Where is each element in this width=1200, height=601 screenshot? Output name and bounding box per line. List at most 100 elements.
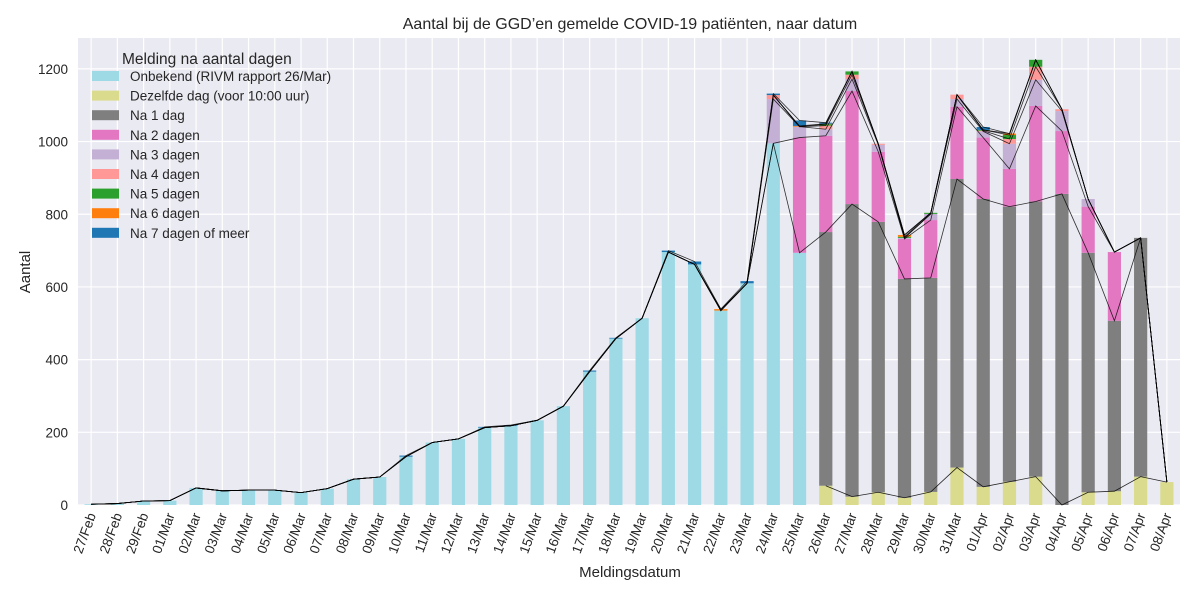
x-tick-label: 28/Feb — [97, 511, 125, 556]
bar-segment — [688, 264, 701, 505]
y-tick-label: 1200 — [38, 62, 68, 77]
bar-segment — [583, 372, 596, 505]
bar-segment — [845, 91, 858, 204]
bar-segment — [531, 420, 544, 505]
x-tick-label: 17/Mar — [569, 510, 598, 555]
bar-segment — [1029, 202, 1042, 477]
x-tick-label: 25/Mar — [779, 510, 808, 555]
bar-segment — [767, 99, 780, 143]
x-tick-label: 06/Apr — [1095, 510, 1123, 553]
x-tick-label: 29/Feb — [123, 511, 151, 556]
x-tick-label: 01/Apr — [963, 510, 991, 553]
bar-segment — [1003, 169, 1016, 207]
bar-segment — [872, 222, 885, 492]
x-tick-label: 14/Mar — [490, 510, 519, 555]
legend-label: Dezelfde dag (voor 10:00 uur) — [130, 89, 309, 104]
legend-label: Na 3 dagen — [130, 147, 200, 162]
chart-title: Aantal bij de GGD’en gemelde COVID-19 pa… — [403, 16, 857, 33]
x-tick-label: 04/Apr — [1042, 510, 1070, 553]
legend-swatch — [92, 130, 119, 140]
x-tick-label: 19/Mar — [621, 510, 650, 555]
bar-segment — [662, 252, 675, 505]
bar-segment — [557, 406, 570, 505]
x-tick-label: 23/Mar — [726, 510, 755, 555]
bar-segment — [1134, 477, 1147, 505]
bar-segment — [242, 490, 255, 505]
x-tick-label: 10/Mar — [385, 510, 414, 555]
bar-segment — [977, 138, 990, 199]
bar-segment — [819, 232, 832, 486]
bar-segment — [1108, 321, 1121, 491]
bar-segment — [767, 143, 780, 505]
legend-label: Na 5 dagen — [130, 187, 200, 202]
legend-label: Na 1 dag — [130, 108, 185, 123]
x-tick-label: 12/Mar — [438, 510, 467, 555]
x-tick-label: 08/Mar — [333, 510, 362, 555]
bar-segment — [819, 129, 832, 136]
y-tick-label: 200 — [45, 425, 68, 440]
bar-segment — [636, 318, 649, 505]
bar-segment — [1082, 253, 1095, 492]
bar-segment — [1160, 482, 1173, 505]
bar-segment — [1029, 80, 1042, 106]
bar-segment — [1082, 207, 1095, 253]
x-tick-label: 09/Mar — [359, 510, 388, 555]
x-tick-label: 16/Mar — [543, 510, 572, 555]
y-tick-label: 0 — [60, 498, 68, 513]
bar-segment — [294, 493, 307, 505]
y-tick-label: 800 — [45, 207, 68, 222]
x-tick-label: 20/Mar — [648, 510, 677, 555]
bar-segment — [819, 136, 832, 232]
x-tick-label: 13/Mar — [464, 510, 493, 555]
x-tick-label: 03/Mar — [202, 510, 231, 555]
bar-segment — [1055, 131, 1068, 194]
legend-swatch — [92, 149, 119, 159]
y-tick-label: 600 — [45, 280, 68, 295]
x-tick-label: 29/Mar — [884, 510, 913, 555]
bar-segment — [268, 490, 281, 505]
bar-segment — [1003, 482, 1016, 505]
bar-segment — [898, 239, 911, 279]
bar-segment — [977, 199, 990, 487]
bar-segment — [714, 311, 727, 505]
x-tick-label: 30/Mar — [910, 510, 939, 555]
bar-segment — [478, 428, 491, 505]
legend-label: Na 2 dagen — [130, 128, 200, 143]
bar-segment — [845, 497, 858, 505]
x-tick-label: 15/Mar — [517, 510, 546, 555]
y-tick-label: 400 — [45, 353, 68, 368]
x-tick-label: 21/Mar — [674, 510, 703, 555]
x-tick-label: 18/Mar — [595, 510, 624, 555]
legend-swatch — [92, 228, 119, 238]
x-tick-label: 28/Mar — [858, 510, 887, 555]
legend-swatch — [92, 208, 119, 218]
legend-swatch — [92, 169, 119, 179]
bar-segment — [872, 492, 885, 505]
x-tick-label: 08/Apr — [1147, 510, 1175, 553]
x-tick-label: 27/Feb — [70, 511, 98, 556]
bar-segment — [845, 204, 858, 497]
bar-segment — [1003, 144, 1016, 169]
bar-segment — [898, 279, 911, 498]
x-tick-label: 05/Mar — [254, 510, 283, 555]
bar-segment — [1029, 106, 1042, 202]
x-tick-labels: 27/Feb28/Feb29/Feb01/Mar02/Mar03/Mar04/M… — [70, 510, 1174, 555]
x-tick-label: 04/Mar — [228, 510, 257, 555]
bar-segment — [924, 492, 937, 505]
y-axis-label: Aantal — [17, 251, 34, 294]
legend-swatch — [92, 71, 119, 81]
x-tick-label: 01/Mar — [149, 510, 178, 555]
bar-segment — [373, 477, 386, 505]
x-tick-label: 03/Apr — [1016, 510, 1044, 553]
x-tick-label: 02/Mar — [175, 510, 204, 555]
x-tick-label: 31/Mar — [936, 510, 965, 555]
legend-swatch — [92, 189, 119, 199]
bar-segment — [793, 127, 806, 138]
bar-segment — [399, 457, 412, 505]
bar-segment — [950, 179, 963, 468]
x-tick-label: 06/Mar — [280, 510, 309, 555]
bar-segment — [898, 498, 911, 505]
bar-segment — [321, 489, 334, 505]
